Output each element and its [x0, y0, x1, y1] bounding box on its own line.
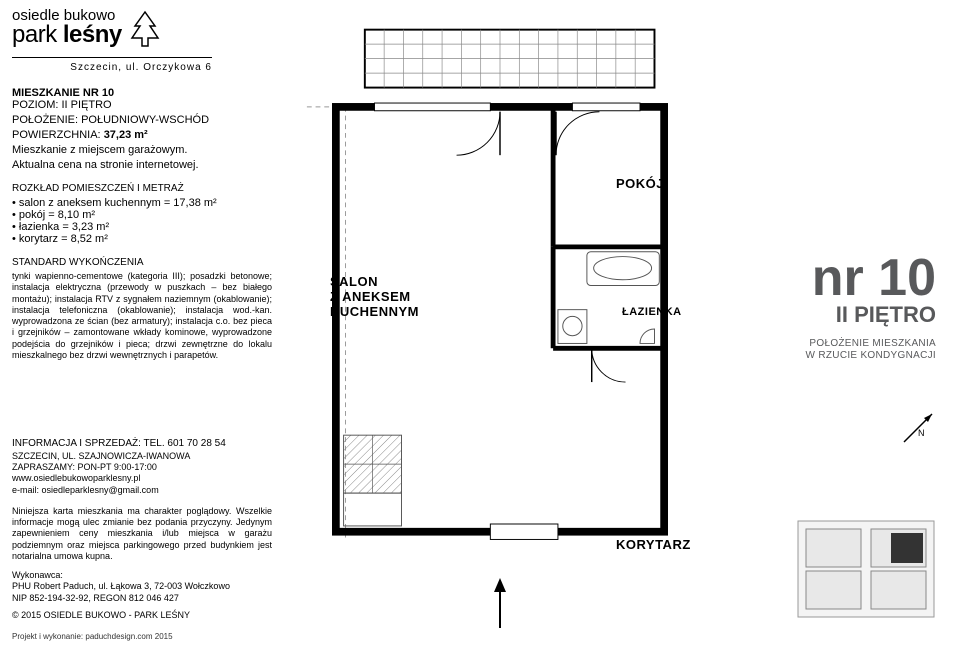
wykonawca-label: Wykonawca: [12, 570, 272, 581]
info-addr: SZCZECIN, UL. SZAJNOWICZA-IWANOWA [12, 451, 272, 462]
polozenie-caption: POŁOŻENIE MIESZKANIA W RZUCIE KONDYGNACJ… [806, 338, 936, 362]
info-tel: INFORMACJA I SPRZEDAŻ: TEL. 601 70 28 54 [12, 438, 272, 451]
apartment-level: POZIOM: II PIĘTRO [12, 99, 272, 111]
logo-line2: park leśny [12, 23, 122, 47]
room-bullet: korytarz = 8,52 m² [12, 233, 272, 245]
rooms-list: salon z aneksem kuchennym = 17,38 m² pok… [12, 197, 272, 245]
wykonawca: PHU Robert Paduch, ul. Łąkowa 3, 72-003 … [12, 581, 272, 592]
label-lazienka: ŁAZIENKA [622, 306, 682, 318]
label-korytarz: KORYTARZ [616, 537, 691, 552]
building-thumbnail [796, 519, 936, 619]
apartment-price-note: Aktualna cena na stronie internetowej. [12, 159, 272, 171]
north-arrow-icon [490, 578, 510, 633]
info-hours: ZAPRASZAMY: PON-PT 9:00-17:00 [12, 462, 272, 473]
disclaimer: Niniejsza karta mieszkania ma charakter … [12, 506, 272, 562]
room-bullet: łazienka = 3,23 m² [12, 221, 272, 233]
info-www: www.osiedlebukowoparklesny.pl [12, 473, 272, 484]
room-bullet: pokój = 8,10 m² [12, 209, 272, 221]
divider [12, 57, 212, 58]
label-pokoj: POKÓJ [616, 176, 664, 191]
compass-icon: N [900, 410, 936, 451]
rooms-heading: ROZKŁAD POMIESZCZEŃ I METRAŻ [12, 183, 272, 194]
credit: Projekt i wykonanie: paduchdesign.com 20… [12, 632, 173, 641]
nip: NIP 852-194-32-92, REGON 812 046 427 [12, 593, 272, 604]
standard-heading: STANDARD WYKOŃCZENIA [12, 257, 272, 268]
apartment-garage: Mieszkanie z miejscem garażowym. [12, 144, 272, 156]
address: Szczecin, ul. Orczykowa 6 [12, 62, 212, 73]
apartment-number-big: nr 10 [806, 255, 936, 302]
apartment-area: POWIERZCHNIA: 37,23 m² [12, 129, 272, 141]
tree-icon [128, 10, 162, 55]
room-bullet: salon z aneksem kuchennym = 17,38 m² [12, 197, 272, 209]
copyright: © 2015 OSIEDLE BUKOWO - PARK LEŚNY [12, 610, 272, 621]
standard-text: tynki wapienno-cementowe (kategoria III)… [12, 271, 272, 361]
apartment-title: MIESZKANIE NR 10 [12, 87, 272, 99]
label-salon: SALONZ ANEKSEMKUCHENNYM [330, 275, 419, 320]
apartment-orientation: POŁOŻENIE: POŁUDNIOWY-WSCHÓD [12, 114, 272, 126]
info-email: e-mail: osiedleparklesny@gmail.com [12, 485, 272, 496]
svg-text:N: N [918, 428, 925, 438]
